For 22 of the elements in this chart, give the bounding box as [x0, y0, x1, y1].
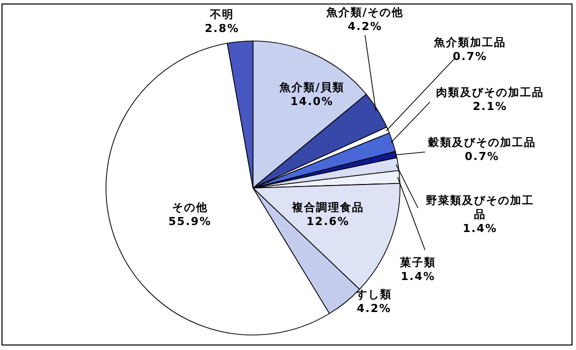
- data-label: 14.0%: [289, 95, 335, 109]
- data-label: 2.8%: [204, 22, 240, 36]
- data-label: 55.9%: [167, 215, 213, 229]
- slice-label: 複合調理食品: [290, 201, 365, 215]
- slice-label: 野菜類及びその加工品: [425, 194, 535, 222]
- slice-label: すし類: [355, 288, 393, 302]
- slice-label: 肉類及びその加工品: [435, 86, 545, 100]
- slice-label: 魚介類加工品: [433, 36, 507, 50]
- slice-label: 菓子類: [399, 256, 437, 270]
- data-label: 0.7%: [452, 50, 488, 64]
- slice-label: 魚介類/その他: [325, 6, 405, 20]
- data-label: 2.1%: [472, 100, 508, 114]
- slice-label: 穀類及びその加工品: [427, 136, 537, 150]
- data-label: 1.4%: [400, 270, 436, 284]
- slice-label: 不明: [209, 8, 235, 22]
- data-label: 1.4%: [462, 222, 498, 236]
- data-label: 12.6%: [305, 215, 351, 229]
- slice-label: 魚介類/貝類: [278, 81, 346, 95]
- data-label: 4.2%: [346, 20, 384, 34]
- data-label: 4.2%: [356, 302, 392, 316]
- slice-label: その他: [171, 201, 209, 215]
- data-label: 0.7%: [464, 150, 500, 164]
